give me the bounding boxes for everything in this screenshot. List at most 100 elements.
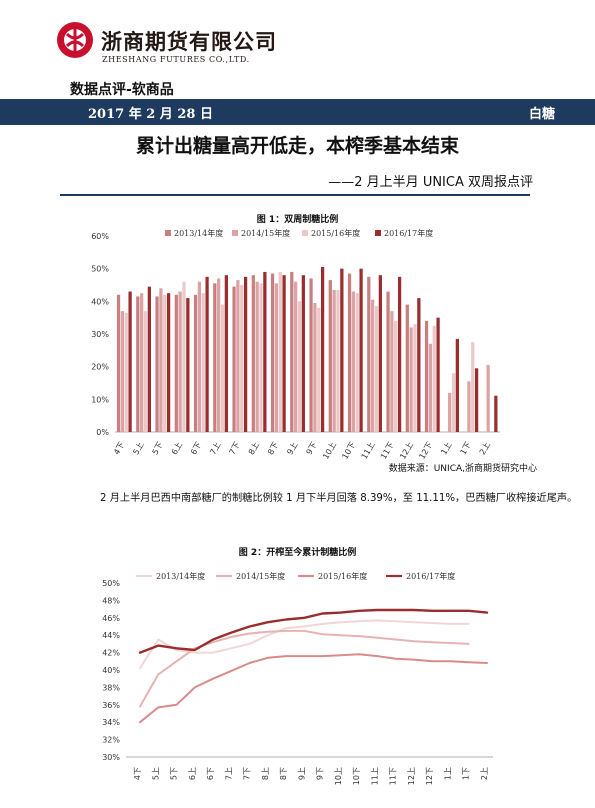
bar [355,293,359,432]
bar [313,302,317,432]
bar [351,291,356,432]
y-tick-label: 46% [102,614,120,623]
x-tick-label: 10上 [321,441,338,461]
series-line [139,629,470,708]
company-logo: 浙商期货有限公司 ZHESHANG FUTURES CO.,LTD. [55,20,375,70]
bar [290,271,294,432]
bar [159,288,163,432]
x-tick-label: 7上 [224,767,233,780]
header-banner: 2017 年 2 月 28 日 白糖 [0,99,595,125]
analysis-paragraph: 2 月上半月巴西中南部糖厂的制糖比例较 1 月下半月回落 8.39%，至 11.… [100,493,578,504]
bar [494,395,498,432]
bar [182,281,186,432]
x-tick-label: 8上 [261,767,270,780]
bar [224,275,228,432]
y-tick-label: 60% [91,232,109,241]
legend-label: 2013/14年度 [174,228,223,238]
bar [120,311,125,432]
x-tick-label: 1上 [443,767,452,780]
bar [294,281,298,432]
title-divider [60,194,530,196]
x-tick-label: 6下 [189,441,203,457]
series-line [139,653,488,724]
bar [213,283,217,432]
bar [163,294,167,432]
x-tick-label: 12上 [398,441,415,461]
bar [424,320,429,432]
x-tick-label: 2上 [480,767,489,780]
y-tick-label: 50% [102,579,120,588]
bar [467,381,471,432]
bar [278,271,282,432]
legend-swatch [165,230,171,236]
bar [274,283,279,432]
series-line [139,619,470,670]
legend-swatch [375,230,381,236]
y-tick-label: 30% [91,330,109,339]
x-tick-label: 11上 [370,767,379,785]
bar [270,273,275,432]
bar [140,293,144,432]
x-tick-label: 7下 [228,441,242,457]
bar [397,276,402,432]
x-tick-label: 8上 [247,441,261,457]
x-tick-label: 7上 [208,441,222,457]
bar [255,281,259,432]
legend-label: 2015/16年度 [318,571,367,581]
line-chart: 30% 32% 34% 36% 38% 40% 42% 44% 46% 48% 50% 4下 5上 5下 6… [102,571,493,785]
bar [147,286,151,432]
bar [359,268,363,432]
x-tick-label: 1下 [462,767,471,780]
bar [217,278,221,432]
x-tick-label: 10下 [352,767,361,785]
x-tick-label: 9下 [316,767,325,780]
bar [367,276,371,432]
y-tick-label: 38% [102,683,120,692]
x-tick-label: 6上 [170,441,184,457]
bar [328,280,332,432]
bar [405,304,409,432]
x-tick-label: 12上 [407,767,416,785]
x-tick-label: 2上 [478,441,492,457]
bar [390,311,394,432]
x-tick-label: 11下 [379,441,396,461]
y-tick-label: 32% [102,736,120,745]
x-tick-label: 5下 [170,767,179,780]
bar [174,294,178,432]
bar [220,304,225,432]
bar [259,283,263,432]
bar [186,298,190,432]
y-tick-label: 10% [91,395,109,404]
bar [201,293,205,432]
company-logo-icon [57,22,93,58]
bar [413,324,417,432]
bar [193,294,198,432]
x-tick-label: 9上 [297,767,306,780]
bar [263,271,267,432]
bar [143,311,148,432]
x-tick-label: 8下 [279,767,288,780]
bar [336,289,340,432]
bar [448,392,452,432]
bar [232,286,236,432]
bar [471,342,475,432]
x-tick-label: 7下 [243,767,252,780]
series-line [138,608,489,654]
bar [178,291,182,432]
y-tick-label: 50% [91,265,109,274]
legend-label: 2015/16年度 [311,228,360,238]
chart2-title: 图 2：开榨至今累计制糖比例 [238,548,357,558]
bar [340,268,344,432]
bar [116,294,121,432]
bar [240,285,244,432]
bar [436,317,440,432]
x-tick-label: 1下 [459,441,473,457]
bar [317,307,321,432]
page-title: 累计出糖量高开低走，本榨季基本结束 [135,135,459,157]
bar [371,299,375,432]
bar [243,276,248,432]
y-tick-label: 40% [91,297,109,306]
chart1-title: 图 1：双周制糖比例 [256,215,339,225]
x-tick-label: 5上 [151,767,160,780]
y-tick-label: 48% [102,596,120,605]
